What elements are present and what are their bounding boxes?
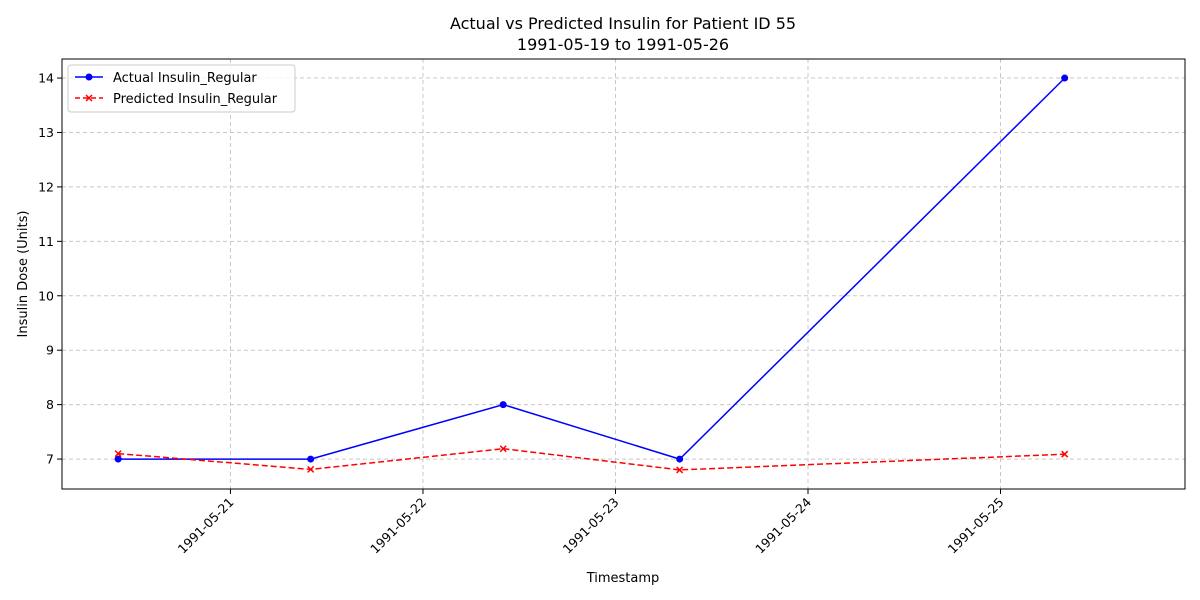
data-point-predicted: [114, 450, 122, 458]
legend-label-actual: Actual Insulin_Regular: [113, 71, 257, 86]
data-point-actual: [1061, 74, 1069, 82]
legend-label-predicted: Predicted Insulin_Regular: [113, 92, 278, 107]
data-point-predicted: [499, 445, 507, 453]
legend-marker-predicted: [85, 94, 93, 102]
data-point-predicted: [676, 466, 684, 474]
legend: Actual Insulin_Regular Predicted Insulin…: [67, 64, 296, 113]
x-marker-stroke: [676, 466, 684, 474]
y-tick-label: 7: [46, 452, 54, 467]
y-tick-label: 8: [46, 397, 54, 412]
data-point-actual: [499, 401, 507, 409]
y-axis: 7 8 9 10 11 12 13 14: [38, 71, 62, 467]
x-axis-label: Timestamp: [586, 571, 660, 586]
chart-subtitle: 1991-05-19 to 1991-05-26: [517, 35, 729, 54]
y-tick-label: 13: [38, 125, 54, 140]
y-tick-label: 10: [38, 288, 54, 303]
chart-title: Actual vs Predicted Insulin for Patient …: [450, 14, 796, 33]
x-marker-stroke: [307, 465, 315, 473]
data-point-predicted: [1061, 450, 1069, 458]
data-point-actual: [676, 455, 684, 463]
data-point-actual: [114, 455, 122, 463]
y-tick-label: 9: [46, 343, 54, 358]
y-tick-label: 14: [38, 71, 54, 86]
series-layer: [114, 74, 1069, 474]
data-point-actual: [307, 455, 315, 463]
grid: [62, 59, 1185, 489]
plot-area: [61, 58, 1186, 490]
x-marker-stroke: [1061, 450, 1069, 458]
series-line-predicted: [118, 447, 1065, 471]
legend-marker-actual: [85, 73, 93, 81]
y-tick-label: 12: [38, 179, 54, 194]
legend-box: [67, 64, 296, 113]
y-tick-label: 11: [38, 234, 54, 249]
x-marker-stroke: [499, 445, 507, 453]
y-axis-label: Insulin Dose (Units): [16, 211, 31, 338]
x-marker-stroke: [114, 450, 122, 458]
data-point-predicted: [307, 465, 315, 473]
